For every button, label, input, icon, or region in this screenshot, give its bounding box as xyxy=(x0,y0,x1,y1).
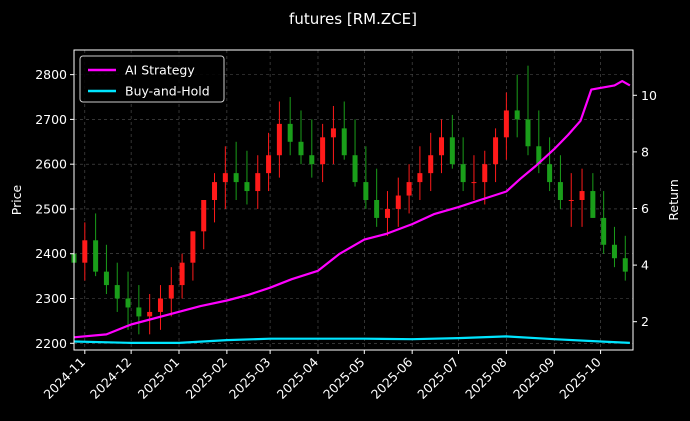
y-left-tick-label: 2200 xyxy=(35,336,67,351)
series-layer xyxy=(73,79,631,344)
candle-body xyxy=(136,307,142,317)
candle-body xyxy=(493,137,499,165)
candle-body xyxy=(622,258,628,272)
candle-body xyxy=(255,173,261,192)
candle-body xyxy=(547,164,553,183)
plot-frame xyxy=(73,49,634,351)
candle-body xyxy=(601,217,607,245)
y-right-tick-label: 8 xyxy=(641,144,649,159)
candle-body xyxy=(514,110,520,120)
candle-body xyxy=(341,128,347,156)
candle-body xyxy=(460,164,466,183)
y-left-tick-label: 2600 xyxy=(35,157,67,172)
y-right-tick-label: 2 xyxy=(641,314,649,329)
candle-body xyxy=(168,285,174,299)
candle-body xyxy=(482,164,488,183)
legend: AI Strategy Buy-and-Hold xyxy=(79,55,225,103)
candle-body xyxy=(320,137,326,165)
candle-body xyxy=(212,182,218,200)
series-line-ai-strategy xyxy=(73,79,631,339)
candle-body xyxy=(287,123,293,142)
candle-body xyxy=(114,285,120,299)
chart-title: futures [RM.ZCE] xyxy=(289,10,417,28)
candle-body xyxy=(395,195,401,209)
candle-body xyxy=(233,173,239,183)
y-axis-left-label: Price xyxy=(9,184,24,215)
candle-body xyxy=(82,240,88,263)
candle-body xyxy=(525,119,531,147)
candle-body xyxy=(363,182,369,200)
candle-body xyxy=(611,244,617,259)
candle-body xyxy=(93,240,99,272)
candle-body xyxy=(449,137,455,165)
candle-body xyxy=(309,155,315,165)
candle-body xyxy=(222,173,228,183)
candle-body xyxy=(590,191,596,218)
candle-body xyxy=(125,298,131,308)
y-right-tick-label: 6 xyxy=(641,201,649,216)
candle-body xyxy=(579,191,585,200)
y-left-tick-label: 2300 xyxy=(35,291,67,306)
candle-body xyxy=(439,137,445,156)
candle-body xyxy=(428,155,434,174)
y-left-tick-label: 2400 xyxy=(35,246,67,261)
candle-body xyxy=(330,128,336,138)
y-left-tick-label: 2500 xyxy=(35,201,67,216)
candle-body xyxy=(503,110,509,138)
candle-body xyxy=(179,262,185,286)
y-axis-right-label: Return xyxy=(666,179,681,220)
y-left-tick-label: 2700 xyxy=(35,112,67,127)
candle-body xyxy=(536,146,542,165)
y-axis-left-ticks: 2200 2300 2400 2500 2600 2700 2800 xyxy=(35,67,74,351)
candle-body xyxy=(471,182,477,184)
y-right-tick-label: 4 xyxy=(641,258,649,273)
candle-body xyxy=(201,200,207,232)
candle-body xyxy=(568,200,574,201)
candle-body xyxy=(266,155,272,174)
price-candles xyxy=(71,65,628,335)
candle-body xyxy=(417,173,423,183)
candle-body xyxy=(374,200,380,218)
y-axis-right-ticks: 2 4 6 8 10 xyxy=(633,88,657,329)
candle-body xyxy=(244,182,250,192)
candle-body xyxy=(352,155,358,183)
y-right-tick-label: 10 xyxy=(641,88,657,103)
candle-body xyxy=(406,182,412,196)
series-line-buy-and-hold xyxy=(73,335,630,344)
legend-entry-label: AI Strategy xyxy=(125,63,195,78)
candle-body xyxy=(190,231,196,263)
legend-entry-label: Buy-and-Hold xyxy=(125,84,210,99)
candle-body xyxy=(157,298,163,312)
candle-body xyxy=(384,208,390,218)
candle-body xyxy=(298,141,304,156)
candle-body xyxy=(147,311,153,317)
y-left-tick-label: 2800 xyxy=(35,67,67,82)
candle-body xyxy=(276,123,282,156)
candle-body xyxy=(557,182,563,200)
candle-body xyxy=(103,271,109,286)
